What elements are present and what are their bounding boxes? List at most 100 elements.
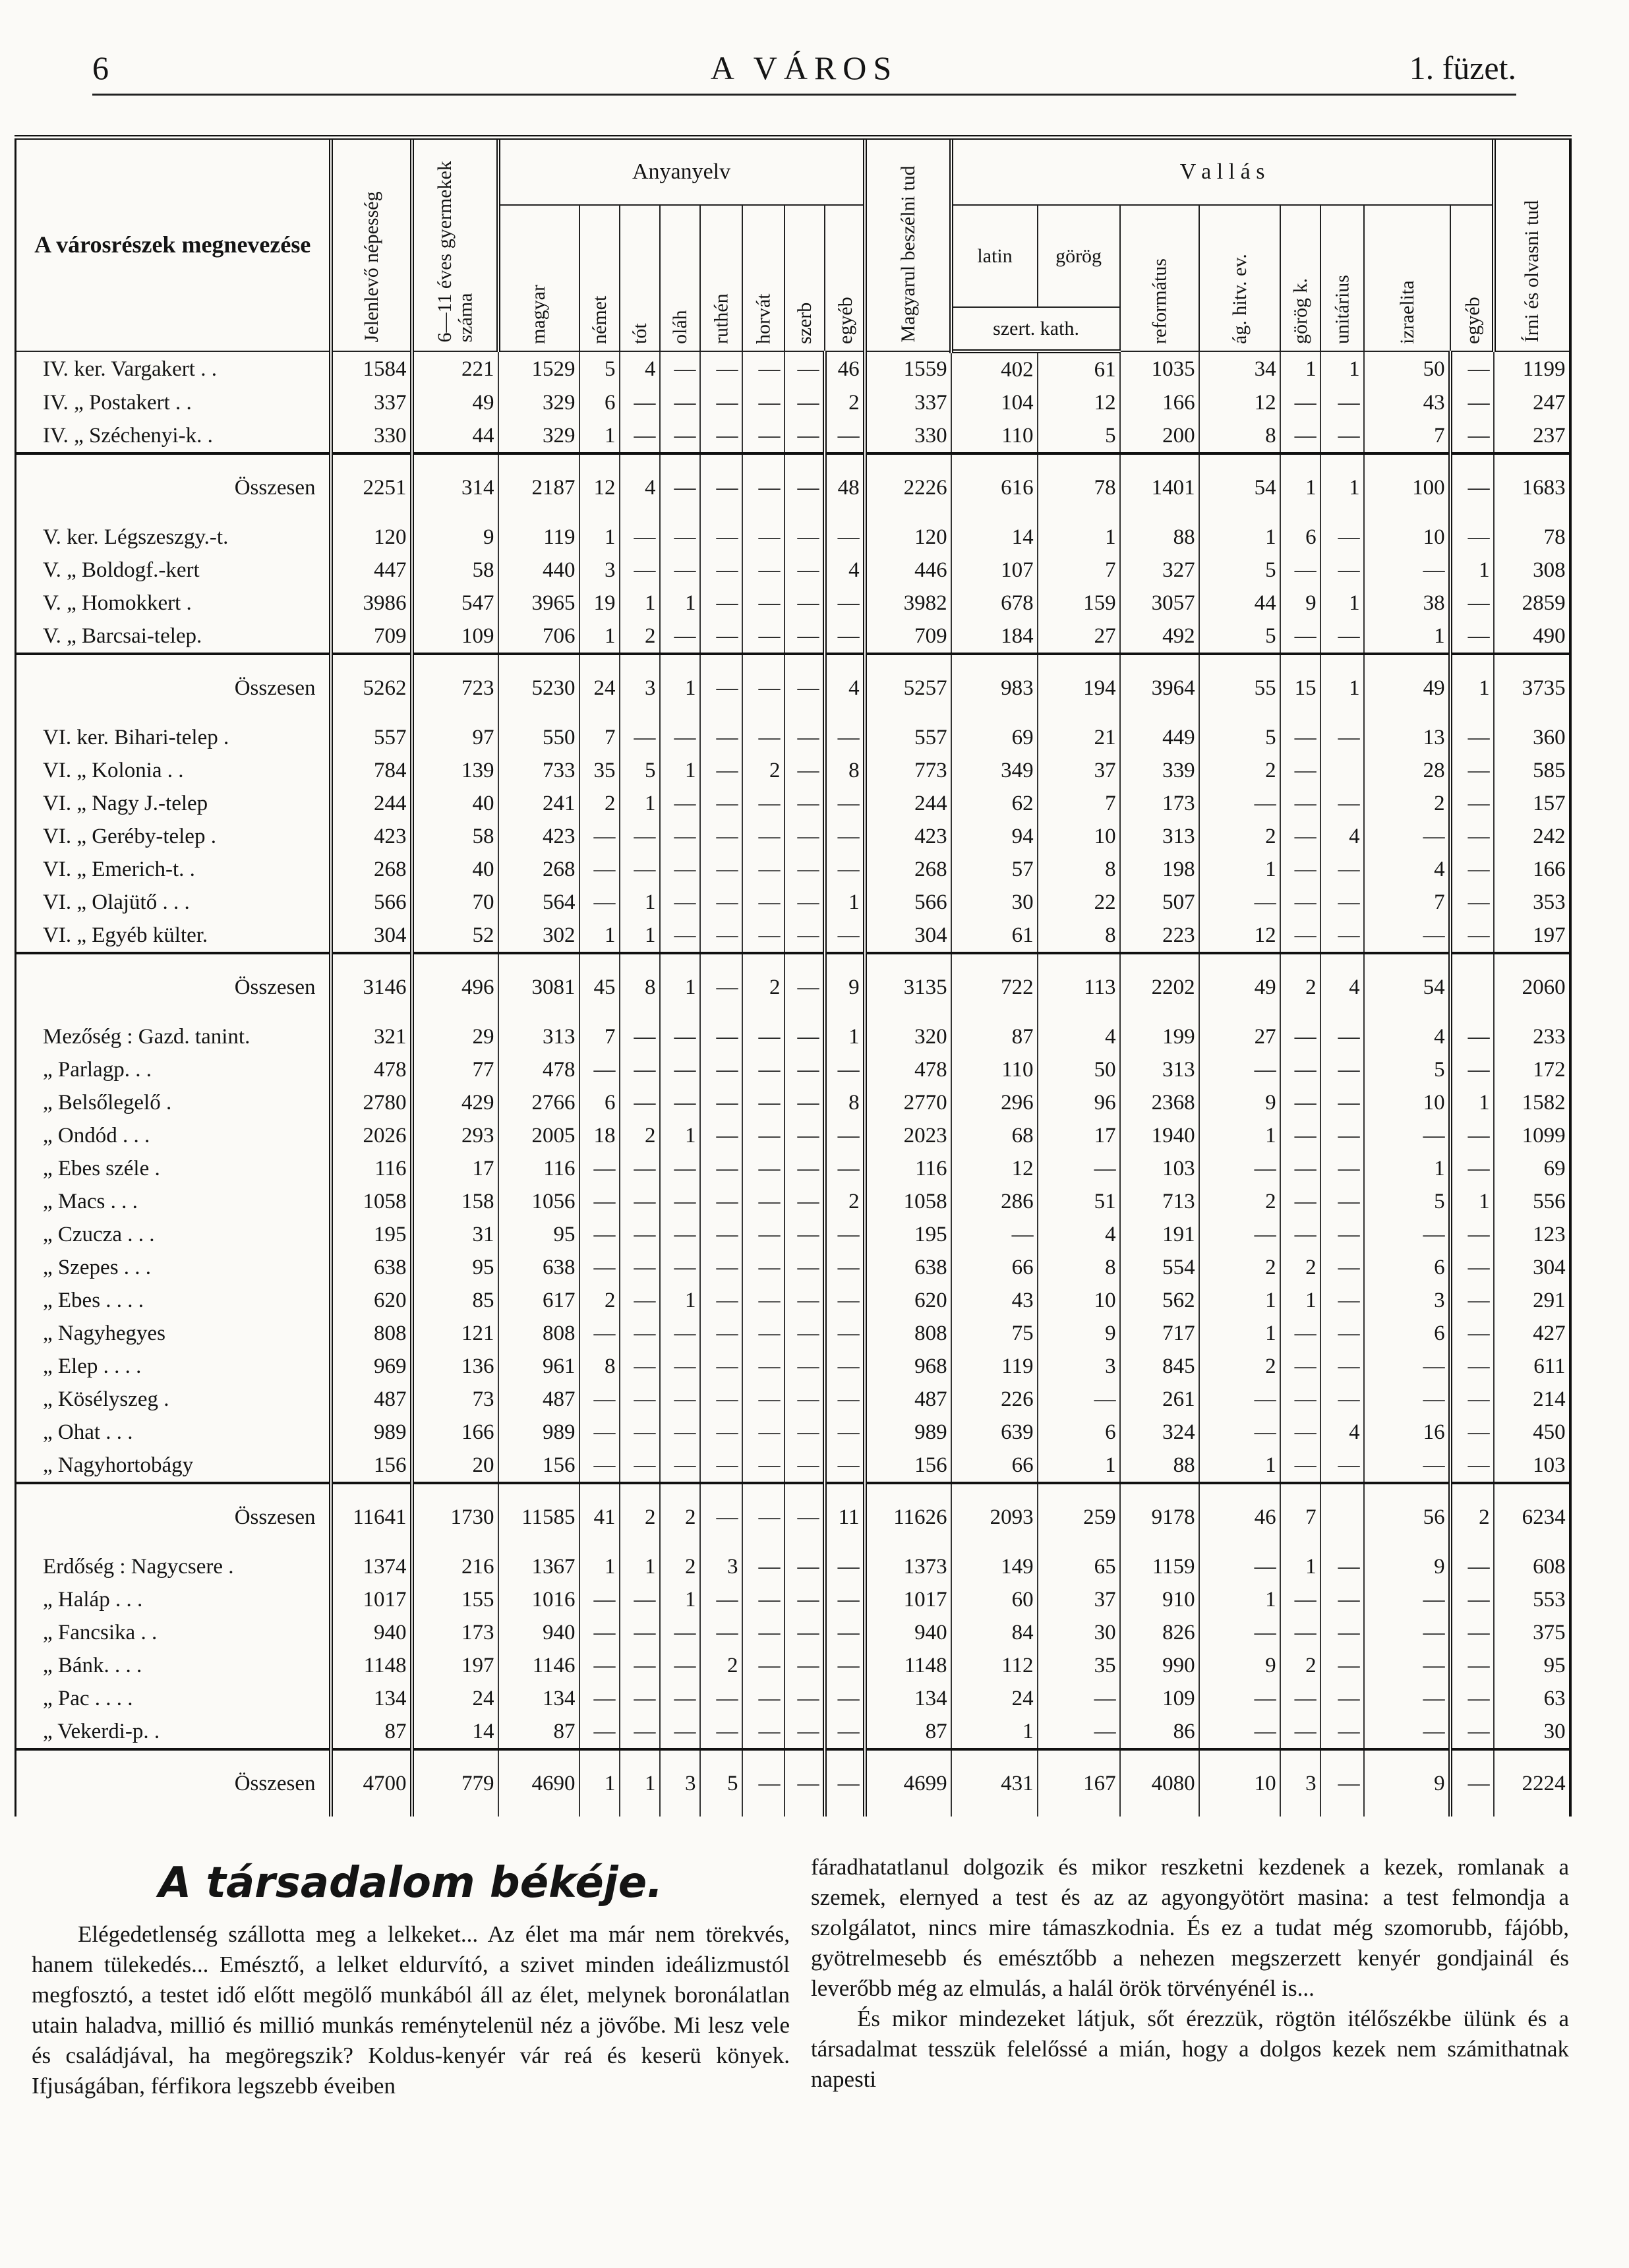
cell: — — [1449, 1350, 1494, 1383]
cell: 2 — [1198, 1251, 1280, 1284]
cell: — — [1198, 1416, 1280, 1449]
cell: 616 — [950, 453, 1038, 521]
cell: 779 — [411, 1749, 498, 1817]
cell: 989 — [864, 1416, 951, 1449]
cell: — — [1198, 1053, 1280, 1086]
cell: 50 — [1036, 1053, 1120, 1086]
cell: 324 — [1119, 1416, 1199, 1449]
cell: 360 — [1493, 721, 1570, 754]
cell: — — [659, 1020, 700, 1053]
religion-col-head: unitárius — [1320, 205, 1364, 351]
cell: — — [823, 587, 867, 620]
cell: — — [1449, 453, 1494, 521]
cell: 321 — [330, 1020, 414, 1053]
cell: 487 — [497, 1383, 579, 1416]
cell: 1 — [578, 620, 620, 655]
table-row: Összesen 2251 314 2187 12 4— — — —48 2226 616 78 140… — [15, 453, 1570, 521]
cell: 2 — [1363, 787, 1452, 820]
cell: 1582 — [1493, 1086, 1570, 1119]
cell: 49 — [1198, 953, 1280, 1020]
cell: 4 — [618, 453, 660, 521]
cell: 27 — [1198, 1020, 1280, 1053]
cell: — — [741, 853, 785, 886]
row-label: Összesen — [15, 1483, 333, 1550]
cell: 313 — [1119, 1053, 1199, 1086]
cell: 119 — [497, 521, 579, 554]
cell: 2859 — [1493, 587, 1570, 620]
cell: — — [699, 1119, 742, 1152]
table-row: „ Ebes . . . . 620 85 617 2—1— — — —620 43 10 562 1… — [15, 1284, 1570, 1317]
cell: 1 — [1363, 1152, 1452, 1185]
cell: 216 — [411, 1550, 498, 1583]
table-row: „ Kösélyszeg . 487 73 487— — — — — — —487 226—261—… — [15, 1383, 1570, 1416]
cell: 17 — [1036, 1119, 1120, 1152]
cell: 1 — [1198, 1284, 1280, 1317]
cell: 446 — [864, 554, 951, 587]
cell: 166 — [1493, 853, 1570, 886]
cell: 320 — [864, 1020, 951, 1053]
cell: 1529 — [497, 351, 579, 386]
cell: 94 — [950, 820, 1038, 853]
row-label: IV. „ Széchenyi-k. . — [15, 419, 333, 455]
cell: 402 — [950, 351, 1038, 386]
cell: — — [578, 1152, 620, 1185]
cell: — — [823, 1649, 867, 1682]
cell: — — [699, 654, 742, 721]
cell: — — [659, 521, 700, 554]
cell: 149 — [950, 1550, 1038, 1583]
cell: — — [823, 620, 867, 655]
cell: 3735 — [1493, 654, 1570, 721]
cell: 1146 — [497, 1649, 579, 1682]
cell: 2224 — [1493, 1749, 1570, 1817]
cell: 3 — [659, 1749, 700, 1817]
cell: — — [741, 1649, 785, 1682]
cell: 3 — [1036, 1350, 1120, 1383]
cell: 244 — [864, 787, 951, 820]
cell: — — [1319, 721, 1364, 754]
cell: — — [618, 1383, 660, 1416]
cell: 88 — [1119, 1449, 1199, 1484]
cell: 3 — [618, 654, 660, 721]
cell: 78 — [1493, 521, 1570, 554]
row-label: VI. ker. Bihari-telep . — [15, 721, 333, 754]
cell: 65 — [1036, 1550, 1120, 1583]
cell — [1319, 1483, 1364, 1550]
cell: 1099 — [1493, 1119, 1570, 1152]
cell: — — [618, 1284, 660, 1317]
paragraph: fáradhatatlanul dolgozik és mikor reszke… — [811, 1854, 1569, 2001]
cell: 10 — [1036, 820, 1120, 853]
cell: 40 — [411, 853, 498, 886]
cell: — — [1319, 1649, 1364, 1682]
cell: — — [741, 1715, 785, 1751]
cell: — — [699, 419, 742, 455]
table-row: Összesen 11641 1730 11585 41 2 2— — —11 11626 2093… — [15, 1483, 1570, 1550]
cell: — — [659, 1682, 700, 1715]
cell: 3964 — [1119, 654, 1199, 721]
cell: — — [1449, 1550, 1494, 1583]
cell: — — [823, 1715, 867, 1751]
cell: 30 — [1036, 1616, 1120, 1649]
cell: — — [659, 1218, 700, 1251]
cell: — — [823, 1550, 867, 1583]
cell: — — [659, 1053, 700, 1086]
cell: — — [1198, 1616, 1280, 1649]
cell: 197 — [411, 1649, 498, 1682]
cell: 304 — [330, 919, 414, 954]
cell: — — [1319, 620, 1364, 655]
cell: 6 — [578, 386, 620, 419]
cell: — — [659, 1416, 700, 1449]
cell: 7 — [1279, 1483, 1320, 1550]
cell: — — [741, 1550, 785, 1583]
table-row: VI. „ Geréby-telep . 423 58 423— — — — — — —423 94… — [15, 820, 1570, 853]
cell: 49 — [1363, 654, 1452, 721]
cell: — — [783, 1020, 827, 1053]
table-row: „ Ondód . . . 2026 293 2005 18 2 1— — — —2023 68 17… — [15, 1119, 1570, 1152]
cell: — — [1449, 1317, 1494, 1350]
cell: 103 — [1119, 1152, 1199, 1185]
cell: — — [618, 1350, 660, 1383]
table-row: „ Elep . . . . 969 136 961 8— — — — — —968 119 3 845… — [15, 1350, 1570, 1383]
cell: 638 — [864, 1251, 951, 1284]
cell: 4 — [1036, 1218, 1120, 1251]
cell: 1 — [950, 1715, 1038, 1751]
cell: — — [950, 1218, 1038, 1251]
